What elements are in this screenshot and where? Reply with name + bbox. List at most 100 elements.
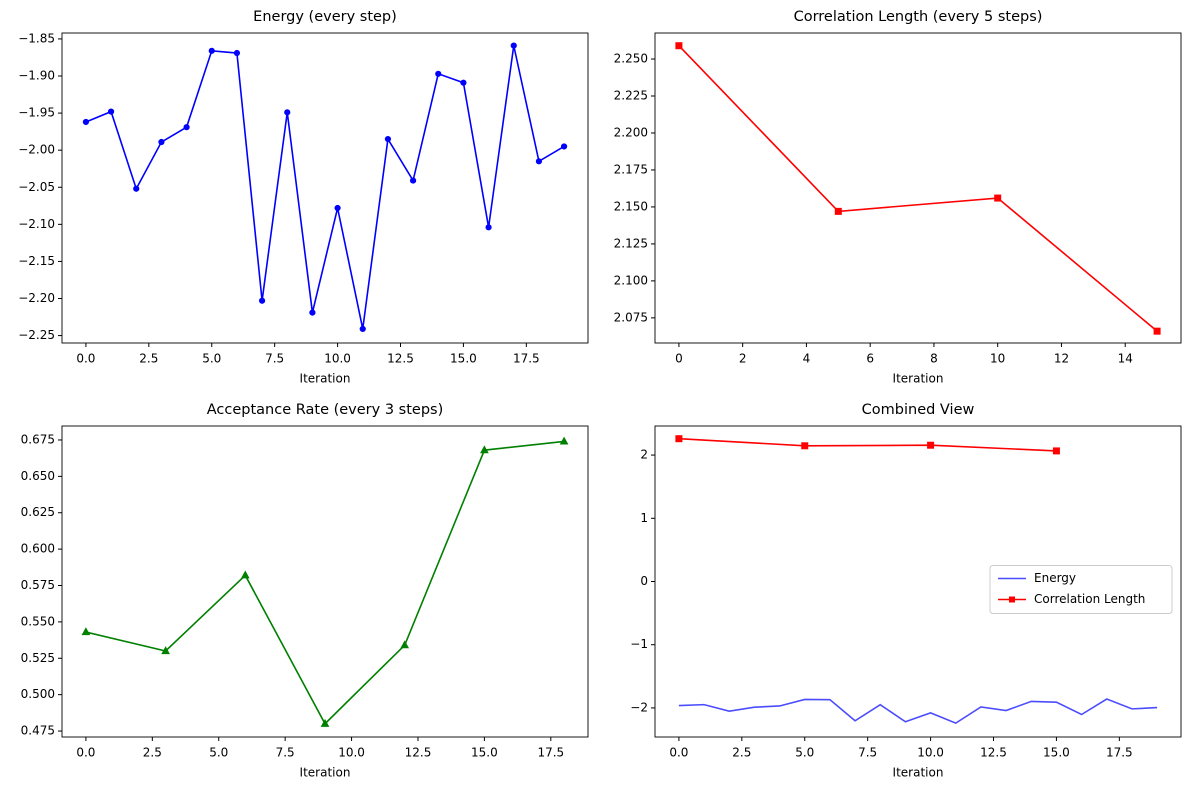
y-tick-label: −2.25 (18, 328, 55, 342)
marker (384, 135, 392, 143)
y-tick-label: 0.650 (21, 469, 55, 483)
x-tick-label: 5.0 (795, 746, 814, 760)
x-tick-label: 2 (739, 352, 747, 366)
chart-title: Acceptance Rate (every 3 steps) (207, 402, 444, 418)
marker (510, 42, 517, 49)
chart-title: Combined View (862, 402, 975, 418)
x-tick-label: 7.5 (265, 352, 284, 366)
x-tick-label: 12 (1054, 352, 1069, 366)
marker (675, 435, 683, 443)
marker (309, 309, 316, 316)
data-line (85, 45, 565, 330)
x-tick-label: 0.0 (76, 746, 95, 760)
x-axis-label: Iteration (300, 766, 351, 780)
x-tick-label: 2.5 (732, 746, 751, 760)
y-tick-label: 2.225 (614, 89, 648, 103)
x-tick-label: 0 (675, 352, 683, 366)
x-tick-label: 4 (803, 352, 811, 366)
marker (161, 646, 170, 655)
x-tick-label: 5.0 (209, 746, 228, 760)
marker (409, 177, 417, 184)
x-tick-label: 15.0 (471, 746, 498, 760)
x-tick-label: 17.5 (513, 352, 540, 366)
marker (107, 108, 115, 115)
marker (927, 441, 935, 449)
data-line (678, 437, 1057, 452)
marker (485, 224, 492, 231)
y-tick-label: 0.575 (21, 578, 55, 592)
y-tick-label: 0.625 (21, 505, 55, 519)
marker (675, 42, 683, 50)
y-tick-label: 0.500 (21, 687, 55, 701)
marker (233, 49, 241, 57)
marker (801, 442, 809, 450)
y-tick-label: −2.10 (18, 217, 55, 231)
x-tick-label: 6 (866, 352, 874, 366)
chart-title: Correlation Length (every 5 steps) (794, 9, 1043, 25)
marker (460, 79, 467, 86)
marker (559, 436, 569, 445)
y-tick-label: −2 (630, 700, 648, 714)
y-tick-label: −2.00 (18, 143, 55, 157)
legend-box (989, 565, 1173, 614)
x-tick-label: 12.5 (980, 746, 1007, 760)
y-tick-label: −1.85 (18, 31, 55, 45)
x-axis-label: Iteration (893, 766, 944, 780)
y-tick-label: −2.20 (18, 291, 55, 305)
x-tick-label: 10.0 (917, 746, 944, 760)
marker (284, 109, 291, 116)
x-tick-label: 12.5 (387, 352, 414, 366)
marker (994, 194, 1002, 202)
y-tick-label: 2.175 (614, 162, 648, 176)
data-line (678, 45, 1158, 332)
legend-label: Correlation Length (1034, 592, 1145, 606)
y-tick-label: 0.600 (21, 542, 55, 556)
x-tick-label: 15.0 (450, 352, 477, 366)
marker (208, 47, 215, 54)
marker (158, 138, 165, 146)
x-tick-label: 10 (990, 352, 1005, 366)
marker (480, 445, 489, 454)
y-tick-label: −2.15 (18, 254, 55, 268)
marker (258, 297, 266, 304)
marker (359, 325, 366, 333)
marker (133, 185, 140, 192)
y-tick-label: 0.675 (21, 432, 55, 446)
x-tick-label: 5.0 (202, 352, 221, 366)
x-tick-label: 0.0 (76, 352, 95, 366)
marker (334, 204, 341, 212)
y-tick-label: −1.95 (18, 106, 55, 120)
y-tick-label: −2.05 (18, 180, 55, 194)
plot-frame (654, 425, 1182, 738)
marker (1153, 327, 1161, 335)
plot-frame (61, 425, 589, 738)
marker (400, 640, 410, 649)
marker (535, 158, 543, 165)
x-tick-label: 2.5 (139, 352, 158, 366)
x-axis-label: Iteration (893, 372, 944, 386)
legend-marker (1009, 596, 1015, 603)
plot-frame (61, 32, 589, 344)
x-tick-label: 8 (930, 352, 938, 366)
y-tick-label: 2.075 (614, 310, 648, 324)
x-tick-label: 15.0 (1043, 746, 1070, 760)
x-tick-label: 17.5 (1106, 746, 1133, 760)
marker (320, 718, 330, 727)
x-tick-label: 12.5 (405, 746, 432, 760)
marker (183, 124, 190, 131)
marker (834, 207, 842, 215)
y-tick-label: 0.475 (21, 724, 55, 738)
y-tick-label: 2.200 (614, 125, 648, 139)
x-tick-label: 10.0 (338, 746, 365, 760)
marker (435, 70, 442, 77)
marker (81, 627, 91, 636)
x-tick-label: 2.5 (143, 746, 162, 760)
marker (560, 143, 568, 150)
x-tick-label: 17.5 (537, 746, 564, 760)
data-line (678, 698, 1158, 725)
y-tick-label: 2.150 (614, 199, 648, 213)
y-tick-label: 2.250 (614, 52, 648, 66)
y-tick-label: 2.100 (614, 273, 648, 287)
